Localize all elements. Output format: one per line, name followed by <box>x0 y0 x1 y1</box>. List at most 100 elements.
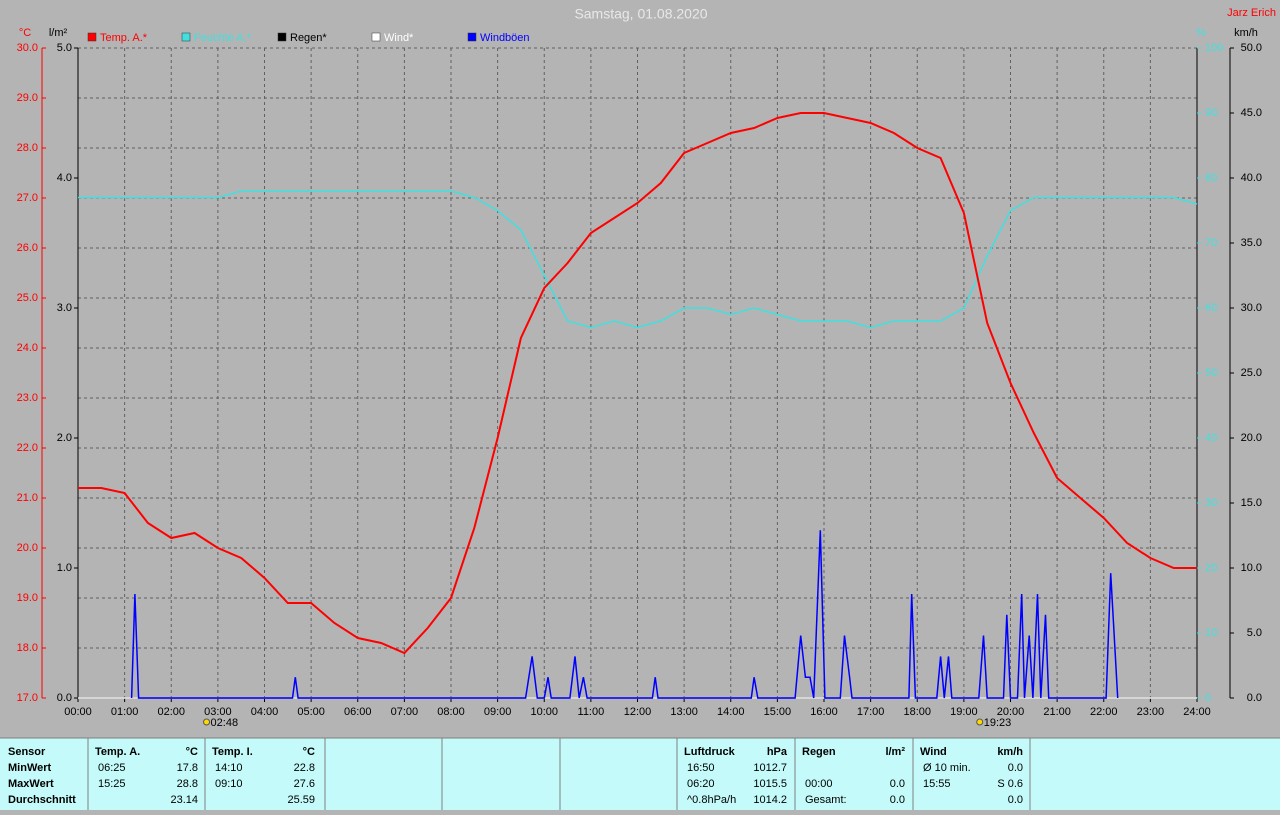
y-tick-label: 20.0 <box>17 542 38 554</box>
x-tick-label: 12:00 <box>624 706 652 718</box>
y4-tick-label: 5.0 <box>1247 627 1262 639</box>
y3-tick-label: 70 <box>1205 237 1217 249</box>
stat-value: 1014.2 <box>753 794 787 806</box>
y-axis-unit: °C <box>19 27 31 39</box>
y2-tick-label: 5.0 <box>57 42 72 54</box>
legend-swatch <box>371 32 381 42</box>
x-tick-label: 16:00 <box>810 706 838 718</box>
x-tick-label: 18:00 <box>903 706 931 718</box>
y-tick-label: 28.0 <box>17 142 38 154</box>
y-tick-label: 17.0 <box>17 692 38 704</box>
y4-tick-label: 45.0 <box>1241 107 1262 119</box>
y2-tick-label: 0.0 <box>57 692 72 704</box>
y3-tick-label: 60 <box>1205 302 1217 314</box>
stat-time: Ø 10 min. <box>923 762 971 774</box>
block-unit: °C <box>186 746 198 758</box>
block-unit: °C <box>303 746 315 758</box>
y3-tick-label: 40 <box>1205 432 1217 444</box>
x-tick-label: 05:00 <box>297 706 325 718</box>
y-tick-label: 23.0 <box>17 392 38 404</box>
y4-tick-label: 40.0 <box>1241 172 1262 184</box>
background <box>0 0 1280 738</box>
y2-tick-label: 2.0 <box>57 432 72 444</box>
block-title: Wind <box>920 746 947 758</box>
y4-tick-label: 25.0 <box>1241 367 1262 379</box>
stat-time: 14:10 <box>215 762 243 774</box>
block-title: Temp. A. <box>95 746 140 758</box>
row-label: Durchschnitt <box>8 794 76 806</box>
sun-icon <box>976 718 984 726</box>
y4-tick-label: 50.0 <box>1241 42 1262 54</box>
y-tick-label: 25.0 <box>17 292 38 304</box>
x-tick-label: 20:00 <box>997 706 1025 718</box>
x-tick-label: 10:00 <box>530 706 558 718</box>
x-tick-label: 15:00 <box>764 706 792 718</box>
x-tick-label: 17:00 <box>857 706 885 718</box>
y-tick-label: 26.0 <box>17 242 38 254</box>
y3-tick-label: 10 <box>1205 627 1217 639</box>
y3-tick-label: 90 <box>1205 107 1217 119</box>
block-title: Regen <box>802 746 836 758</box>
y-tick-label: 27.0 <box>17 192 38 204</box>
x-tick-label: 11:00 <box>578 706 605 718</box>
y-tick-label: 22.0 <box>17 442 38 454</box>
x-tick-label: 06:00 <box>344 706 372 718</box>
stat-value: 25.59 <box>287 794 315 806</box>
y3-tick-label: 0 <box>1205 692 1211 704</box>
legend-label: Temp. A.* <box>100 32 148 44</box>
y2-tick-label: 1.0 <box>57 562 72 574</box>
row-label: MaxWert <box>8 778 54 790</box>
panel-separators <box>87 738 1031 810</box>
x-tick-label: 00:00 <box>64 706 92 718</box>
x-tick-label: 24:00 <box>1183 706 1211 718</box>
y3-tick-label: 30 <box>1205 497 1217 509</box>
block-title: Temp. I. <box>212 746 253 758</box>
legend-label: Wind* <box>384 32 414 44</box>
x-tick-label: 08:00 <box>437 706 465 718</box>
x-tick-label: 13:00 <box>670 706 698 718</box>
stat-value: S 0.6 <box>997 778 1023 790</box>
stats-panel <box>0 738 1280 810</box>
series-line <box>78 112 1197 655</box>
block-title: Luftdruck <box>684 746 736 758</box>
stat-value: 22.8 <box>294 762 315 774</box>
stat-value: 0.0 <box>890 778 905 790</box>
block-unit: l/m² <box>885 746 905 758</box>
series-line <box>130 530 1119 699</box>
stat-value: 0.0 <box>1008 794 1023 806</box>
stat-value: 0.0 <box>1008 762 1023 774</box>
stat-value: 1012.7 <box>753 762 787 774</box>
legend-label: Feuchte A.* <box>194 32 252 44</box>
y2-axis-unit: l/m² <box>49 27 68 39</box>
y4-tick-label: 35.0 <box>1241 237 1262 249</box>
stat-value: 27.6 <box>294 778 315 790</box>
y-tick-label: 24.0 <box>17 342 38 354</box>
y3-tick-label: 50 <box>1205 367 1217 379</box>
stat-time: 15:55 <box>923 778 951 790</box>
stat-value: 17.8 <box>177 762 198 774</box>
stat-time: Gesamt: <box>805 794 847 806</box>
legend-label: Regen* <box>290 32 327 44</box>
stat-value: 28.8 <box>177 778 198 790</box>
stat-time: 06:25 <box>98 762 126 774</box>
y4-tick-label: 20.0 <box>1241 432 1262 444</box>
stat-value: 23.14 <box>170 794 198 806</box>
y3-tick-label: 20 <box>1205 562 1217 574</box>
y-tick-label: 30.0 <box>17 42 38 54</box>
x-tick-label: 07:00 <box>391 706 419 718</box>
y3-axis-unit: % <box>1196 27 1206 39</box>
x-tick-label: 01:00 <box>111 706 139 718</box>
stat-time: 00:00 <box>805 778 833 790</box>
y-tick-label: 18.0 <box>17 642 38 654</box>
series-line <box>78 190 1198 329</box>
chart-title: Samstag, 01.08.2020 <box>574 6 707 22</box>
annotation: 19:23 <box>984 717 1012 729</box>
x-tick-label: 14:00 <box>717 706 745 718</box>
stat-value: 0.0 <box>890 794 905 806</box>
x-tick-label: 22:00 <box>1090 706 1118 718</box>
x-tick-label: 21:00 <box>1043 706 1071 718</box>
annotation: 02:48 <box>211 717 239 729</box>
y4-tick-label: 15.0 <box>1241 497 1262 509</box>
